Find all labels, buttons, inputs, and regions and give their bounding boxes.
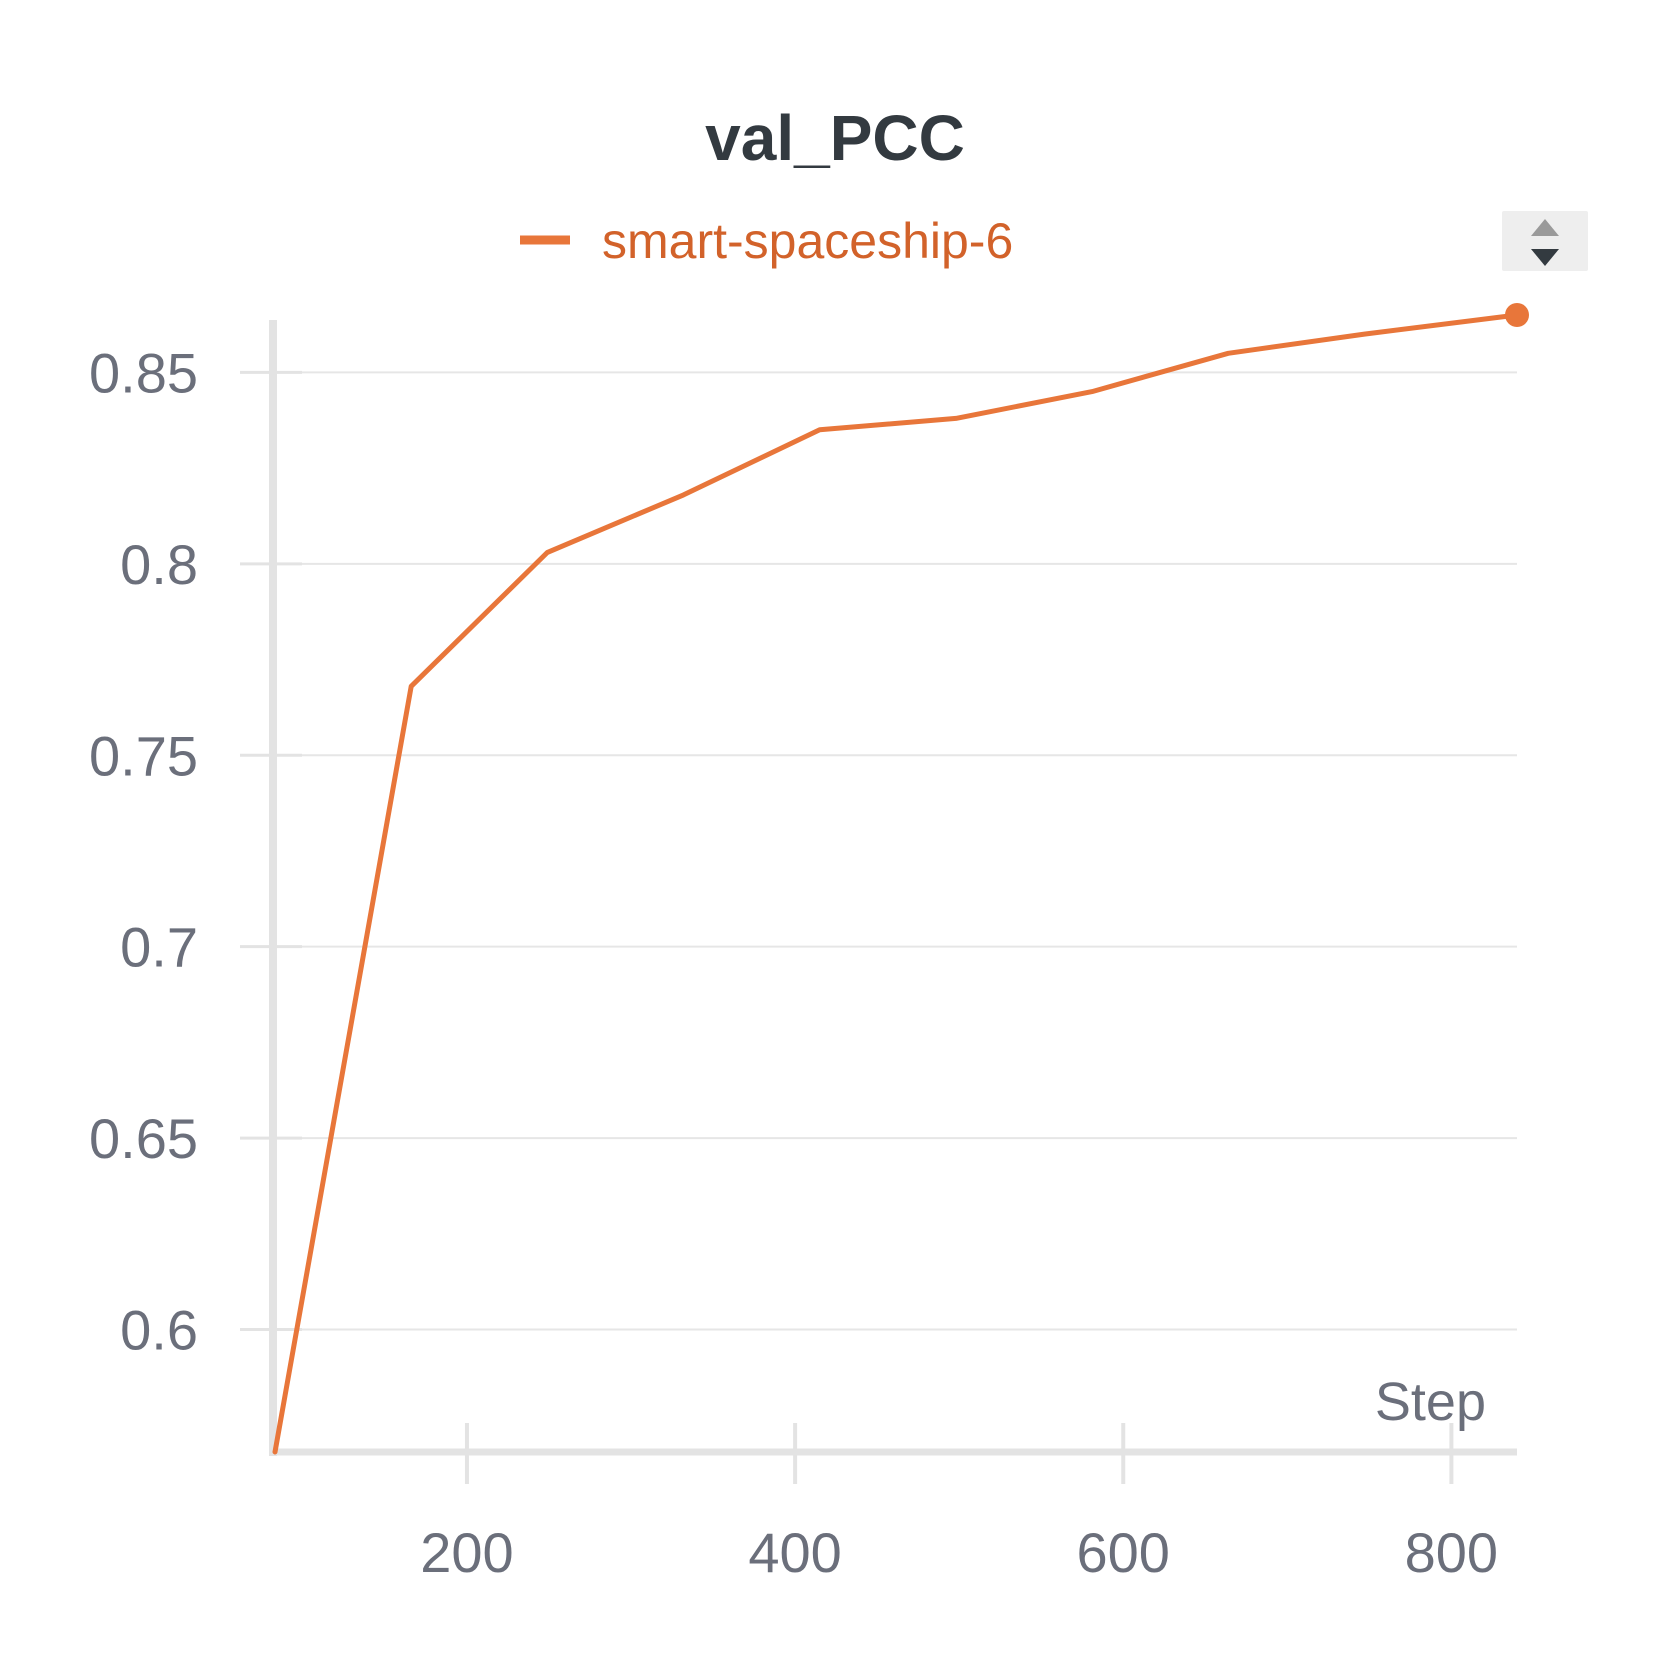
legend[interactable]: smart-spaceship-6 xyxy=(520,213,1013,269)
y-tick-label: 0.65 xyxy=(89,1107,198,1170)
y-tick-label: 0.8 xyxy=(120,533,198,596)
series xyxy=(272,303,1529,1455)
grid-lines xyxy=(273,371,1517,1331)
data-point xyxy=(817,427,822,432)
legend-label-smart-spaceship-6: smart-spaceship-6 xyxy=(602,213,1013,269)
data-point xyxy=(273,1450,278,1455)
sort-control-button[interactable] xyxy=(1502,211,1588,271)
y-tick-label: 0.6 xyxy=(120,1298,198,1361)
x-tick-label: 800 xyxy=(1405,1521,1498,1584)
x-tick-label: 200 xyxy=(420,1521,513,1584)
chart-title: val_PCC xyxy=(705,102,965,174)
data-point xyxy=(953,416,958,421)
x-axis-ticks: 200 400 600 800 xyxy=(420,1423,1498,1584)
data-point xyxy=(1090,389,1095,394)
axes xyxy=(269,320,1517,1456)
data-point xyxy=(681,492,686,497)
data-point xyxy=(1505,303,1529,327)
y-tick-label: 0.85 xyxy=(89,341,198,404)
sort-arrows-icon xyxy=(1531,219,1559,266)
data-point xyxy=(409,684,414,689)
y-tick-label: 0.7 xyxy=(120,916,198,979)
data-point xyxy=(1226,351,1231,356)
x-axis-label: Step xyxy=(1375,1372,1486,1432)
series-line-smart-spaceship-6 xyxy=(272,312,1520,1455)
x-tick-label: 600 xyxy=(1077,1521,1170,1584)
y-axis-ticks: 0.6 0.65 0.7 0.75 0.8 0.85 xyxy=(89,341,302,1361)
data-point xyxy=(1362,332,1367,337)
y-tick-label: 0.75 xyxy=(89,724,198,787)
x-tick-label: 400 xyxy=(748,1521,841,1584)
data-point xyxy=(545,550,550,555)
